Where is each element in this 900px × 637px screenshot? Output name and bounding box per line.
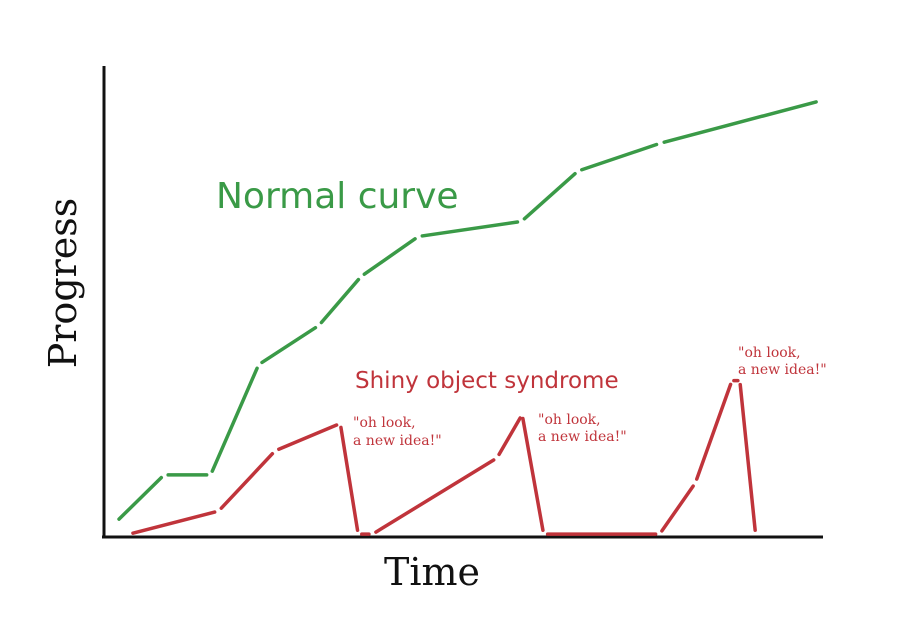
- annotation-3-line1: "oh look,: [738, 345, 801, 361]
- shiny-object-syndrome-segment: [374, 458, 496, 534]
- annotation-2-line2: a new idea!": [538, 429, 627, 445]
- annotation-2-line1: "oh look,: [538, 412, 601, 428]
- shiny-object-syndrome-segment: [521, 416, 545, 532]
- x-axis-label: Time: [384, 550, 480, 594]
- shiny-object-syndrome-segment: [277, 423, 339, 452]
- shiny-object-syndrome-label: Shiny object syndrome: [355, 368, 619, 394]
- shiny-object-syndrome-segment: [497, 416, 522, 457]
- normal-curve-segment: [662, 100, 818, 144]
- shiny-object-syndrome-segment: [131, 510, 217, 535]
- chart-marks: [117, 100, 818, 536]
- normal-curve-segment: [210, 366, 259, 473]
- normal-curve-segment: [420, 220, 520, 238]
- normal-curve-segment: [319, 277, 361, 325]
- normal-curve-segment: [580, 142, 659, 172]
- y-axis-label: Progress: [41, 198, 85, 369]
- normal-curve-segment: [362, 237, 417, 276]
- normal-curve-series: [117, 100, 818, 521]
- shiny-object-syndrome-segment: [339, 425, 360, 532]
- annotation-2: "oh look, a new idea!": [538, 412, 627, 445]
- normal-curve-segment: [260, 325, 318, 365]
- annotation-1: "oh look, a new idea!": [353, 415, 442, 449]
- annotation-1-line1: "oh look,: [353, 415, 416, 431]
- shiny-object-syndrome-segment: [695, 382, 733, 481]
- normal-curve-segment: [522, 171, 577, 221]
- annotation-3-line2: a new idea!": [738, 362, 827, 378]
- annotation-1-line2: a new idea!": [353, 433, 442, 449]
- shiny-object-syndrome-segment: [738, 382, 757, 532]
- shiny-object-syndrome-series: [131, 378, 757, 536]
- shiny-object-syndrome-segment: [219, 451, 275, 510]
- annotation-3: "oh look, a new idea!": [738, 345, 827, 378]
- normal-curve-segment: [117, 475, 164, 521]
- normal-curve-label: Normal curve: [216, 176, 459, 217]
- shiny-object-syndrome-segment: [660, 484, 695, 533]
